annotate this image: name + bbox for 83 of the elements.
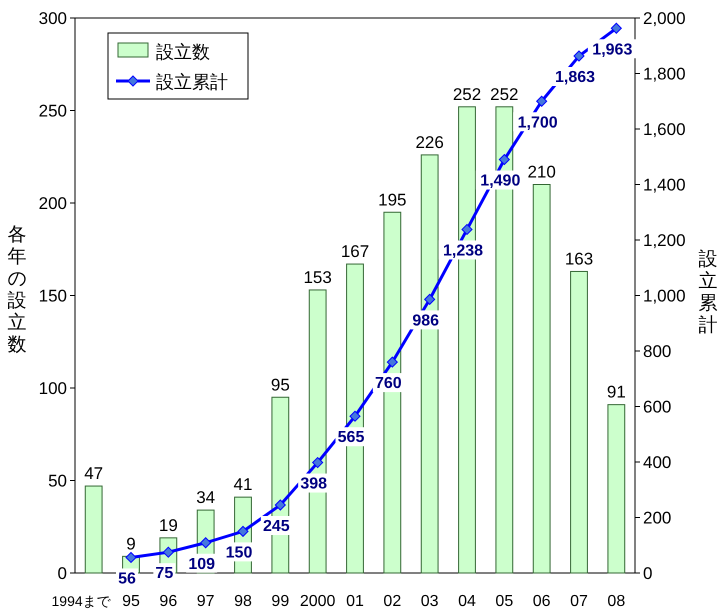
- point: [462, 224, 472, 235]
- data-label: 245: [262, 518, 290, 536]
- data-label: 163: [564, 249, 594, 268]
- x-tick-label: 99: [271, 593, 290, 610]
- y2-tick-label: 2,000: [643, 9, 686, 28]
- point: [610, 22, 622, 34]
- data-label: 252: [490, 84, 519, 104]
- legend-label: 設立数: [156, 42, 210, 62]
- x-tick-label: 1994まで: [52, 593, 112, 609]
- data-label: 226: [415, 132, 444, 152]
- y2-tick-label: 200: [643, 508, 672, 528]
- y-tick-label: 200: [38, 194, 67, 213]
- data-label: 760: [374, 375, 402, 392]
- data-label: 398: [300, 476, 328, 493]
- y-tick-label: 150: [38, 286, 67, 306]
- x-tick-label: 08: [607, 593, 626, 610]
- point: [238, 526, 248, 537]
- y-tick-label: 0: [58, 564, 67, 583]
- y2-tick-label: 0: [643, 564, 652, 583]
- y2-tick-label: 1,600: [643, 120, 686, 139]
- data-label: 252: [452, 84, 482, 104]
- data-label: 19: [158, 516, 178, 535]
- point: [498, 154, 510, 166]
- y2-tick-label: 1,200: [643, 231, 686, 250]
- data-label: 47: [84, 464, 104, 484]
- x-tick-label: 04: [458, 593, 476, 610]
- y-tick-label: 50: [48, 472, 67, 490]
- data-label: 41: [234, 475, 252, 494]
- x-tick-label: 2000: [300, 593, 336, 610]
- data-label: 1,490: [480, 172, 520, 190]
- data-label: 95: [270, 375, 290, 394]
- y-tick-label: 300: [38, 9, 67, 28]
- data-label: 210: [527, 162, 556, 182]
- y2-axis-title: 設立累計: [698, 249, 718, 336]
- y2-tick-label: 1,400: [643, 176, 686, 194]
- x-tick-label: 97: [196, 593, 215, 610]
- y2-tick-label: 400: [643, 453, 672, 472]
- point: [200, 537, 212, 548]
- point: [350, 410, 360, 422]
- x-tick-label: 05: [495, 593, 514, 610]
- data-label: 1,238: [442, 242, 484, 260]
- y-tick-label: 250: [38, 102, 67, 120]
- data-label: 75: [155, 565, 174, 582]
- y-axis-title: 各年の設立数: [8, 224, 26, 356]
- x-tick-label: 98: [234, 593, 252, 610]
- data-label: 109: [188, 556, 216, 573]
- data-label: 56: [118, 570, 136, 588]
- y-tick-label: 100: [38, 379, 67, 398]
- data-label: 1,863: [554, 69, 596, 86]
- data-label: 986: [412, 312, 440, 330]
- data-label: 153: [303, 268, 332, 287]
- point: [274, 500, 286, 511]
- bar: [570, 270, 588, 574]
- point: [536, 96, 548, 107]
- data-label: 167: [340, 242, 370, 262]
- data-label: 150: [226, 544, 252, 562]
- x-tick-label: 03: [420, 593, 439, 610]
- x-tick-label: 95: [122, 593, 140, 610]
- legend-label: 設立累計: [156, 72, 228, 92]
- point: [574, 50, 584, 62]
- point: [386, 356, 398, 368]
- point: [312, 457, 324, 468]
- data-label: 1,700: [518, 114, 558, 132]
- x-tick-label: 96: [159, 593, 178, 610]
- data-label: 1,963: [592, 41, 632, 58]
- x-tick-label: 07: [570, 593, 588, 610]
- bar: [84, 486, 103, 574]
- data-label: 34: [196, 488, 216, 508]
- data-label: 565: [338, 429, 364, 446]
- bar: [607, 404, 626, 574]
- y2-tick-label: 600: [643, 398, 672, 416]
- point: [126, 552, 136, 563]
- y2-tick-label: 1,800: [643, 64, 686, 84]
- point: [424, 294, 436, 305]
- y2-tick-label: 800: [643, 342, 672, 361]
- x-tick-label: 01: [346, 593, 364, 610]
- x-tick-label: 02: [383, 593, 402, 610]
- data-label: 91: [606, 382, 626, 402]
- data-label: 195: [378, 190, 407, 210]
- y2-tick-label: 1,000: [643, 286, 686, 306]
- data-label: 9: [126, 534, 136, 554]
- x-tick-label: 06: [532, 593, 551, 610]
- bar: [532, 184, 551, 574]
